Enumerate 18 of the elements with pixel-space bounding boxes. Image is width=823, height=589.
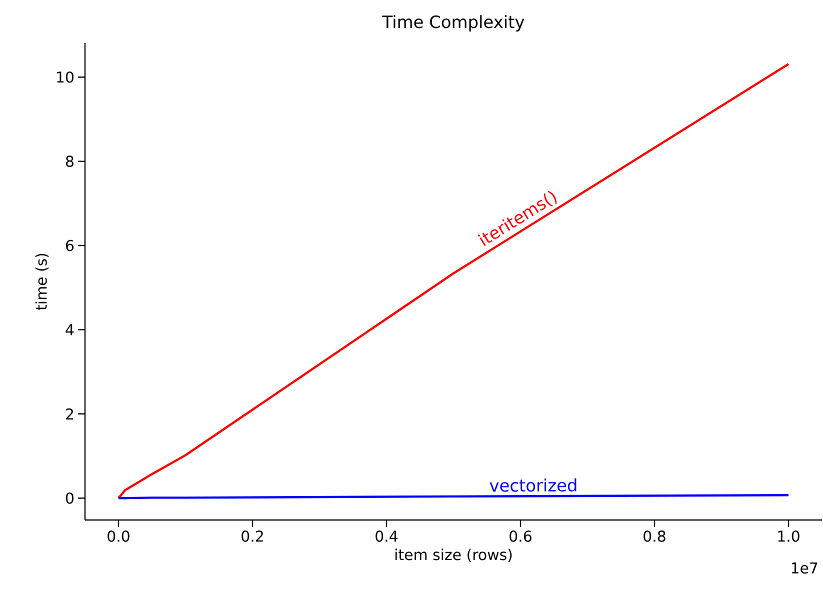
- y-tick-label: 8: [66, 156, 74, 167]
- x-tick-label: 0.4: [376, 530, 398, 542]
- x-axis-title: item size (rows): [395, 548, 512, 562]
- y-tick-label: 4: [66, 324, 74, 336]
- line-series: [117, 62, 790, 500]
- x-tick-label: 0.8: [644, 530, 666, 542]
- x-tick-label: 0.6: [510, 530, 532, 542]
- y-tick-label: 0: [66, 492, 74, 504]
- y-tick-label: 10: [57, 71, 74, 83]
- x-tick-label: 0.0: [108, 530, 130, 542]
- series-label: vectorized: [490, 478, 576, 492]
- y-tick-label: 6: [66, 240, 74, 252]
- chart-title: Time Complexity: [382, 15, 524, 32]
- text: 1e7: [792, 562, 818, 574]
- x-tick-label: 0.2: [242, 530, 263, 542]
- x-tick-label: 1.0: [778, 530, 800, 542]
- y-axis-title: time (s): [35, 254, 49, 310]
- y-tick-label: 2: [66, 408, 73, 420]
